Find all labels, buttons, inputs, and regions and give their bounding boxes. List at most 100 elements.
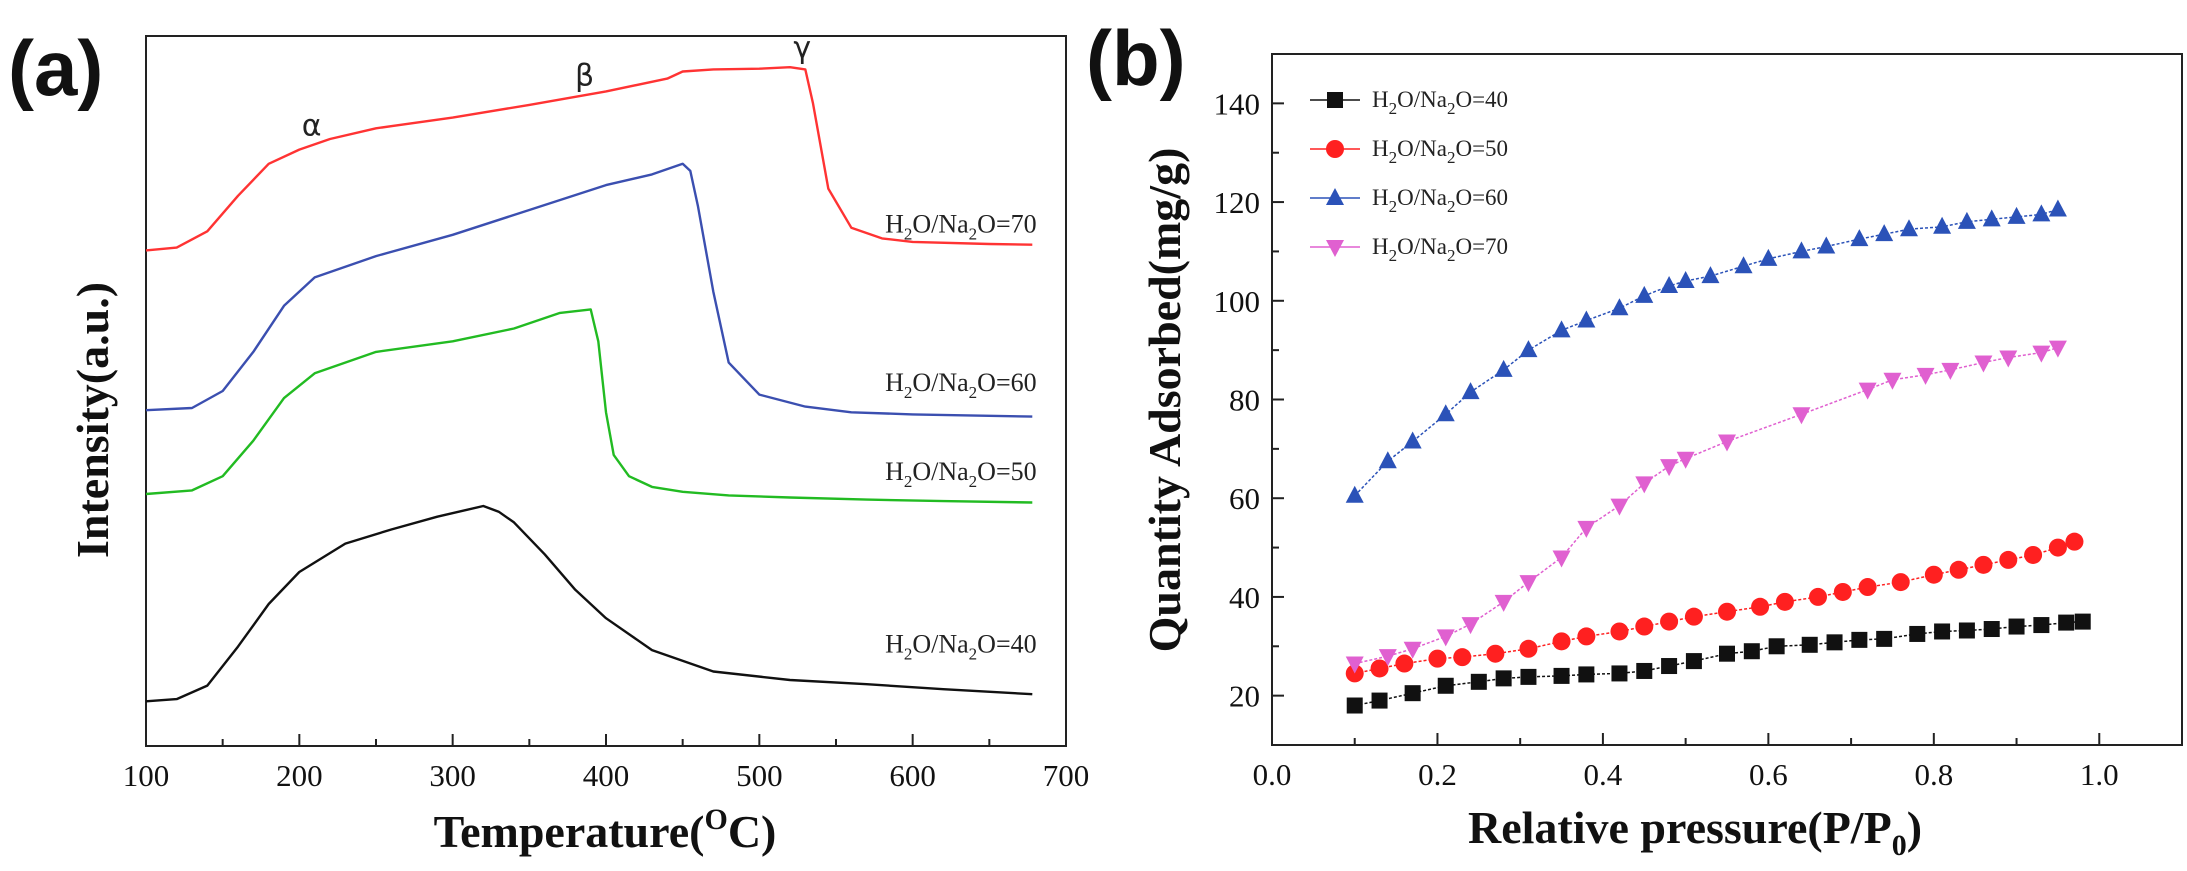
- label-part: H: [1372, 234, 1389, 259]
- label-part: 2: [969, 472, 978, 491]
- data-point: [1676, 271, 1695, 289]
- data-point: [1817, 236, 1836, 254]
- data-point: [1461, 617, 1480, 635]
- panel-b-x-axis-title: Relative pressure(P/P0): [1468, 802, 1922, 862]
- data-point: [1999, 550, 2018, 569]
- series-label-0: H2O/Na2O=70: [885, 210, 1037, 244]
- x-tick-label: 500: [736, 758, 783, 793]
- panel-a-series: [145, 65, 1033, 703]
- series-line-1: [145, 162, 1033, 418]
- data-point: [1660, 275, 1679, 293]
- label-part: H: [1372, 87, 1389, 112]
- label-part: O=60: [1455, 185, 1508, 210]
- series-line-3: [145, 504, 1033, 703]
- label-part: O/Na: [912, 368, 969, 397]
- data-point: [1891, 573, 1910, 592]
- data-point: [1734, 256, 1753, 274]
- data-point: [1345, 656, 1364, 674]
- panel-b: (b) 0.0 0.2 0.4 0.6 0.8 1.020406080100120140 …: [1086, 14, 2183, 862]
- data-point: [1676, 451, 1695, 469]
- region-annotation: β: [575, 59, 594, 94]
- x-tick-label: 0.4: [1584, 757, 1623, 792]
- label-part: 2: [904, 644, 913, 663]
- data-point: [1792, 241, 1811, 259]
- data-point: [1719, 645, 1735, 662]
- y-tick-label: 40: [1229, 580, 1260, 615]
- y-tick-label: 60: [1229, 481, 1260, 516]
- data-point: [2008, 618, 2025, 635]
- series-label-3: H2O/Na2O=40: [885, 629, 1037, 663]
- label-part: 2: [1447, 197, 1456, 216]
- data-point: [1916, 367, 1935, 385]
- data-point: [1436, 629, 1455, 647]
- x-title-sup: O: [704, 803, 727, 836]
- data-point: [1453, 648, 1472, 667]
- data-point: [1957, 211, 1976, 229]
- data-point: [1370, 659, 1389, 678]
- data-point: [1610, 298, 1629, 316]
- label-part: H: [885, 210, 904, 239]
- x-title-tail: C): [728, 806, 777, 857]
- label-part: H: [1372, 136, 1389, 161]
- data-point: [1635, 476, 1654, 494]
- data-point: [1685, 653, 1702, 670]
- label-part: O=50: [1455, 136, 1508, 161]
- data-point: [1495, 670, 1512, 687]
- panel-a-x-axis-title: Temperature(OC): [434, 803, 777, 857]
- data-point: [1792, 407, 1811, 425]
- data-point: [1577, 627, 1596, 646]
- data-point: [1428, 649, 1447, 668]
- series-line-3: [1354, 346, 2059, 665]
- data-point: [1403, 641, 1422, 659]
- data-point: [1759, 248, 1778, 266]
- data-point: [1974, 355, 1993, 373]
- data-point: [1610, 498, 1629, 516]
- panel-b-y-axis-title: Quantity Adsorbed(mg/g): [1139, 148, 1190, 653]
- legend-label-0: H2O/Na2O=40: [1372, 87, 1508, 118]
- data-point: [1611, 665, 1628, 682]
- label-part: H: [885, 457, 904, 486]
- x-tick-label: 600: [889, 758, 936, 793]
- panel-a: (a) 100 200 300 400 500 600 700 H2O/Na2O=70H2O…: [8, 24, 1089, 857]
- label-part: 2: [1447, 148, 1456, 167]
- data-point: [1826, 634, 1843, 651]
- series-1: [1345, 532, 2084, 683]
- data-point: [1403, 431, 1422, 449]
- x-tick-label: 300: [429, 758, 476, 793]
- data-point: [1858, 578, 1877, 597]
- x-title-sub: 0: [1892, 829, 1907, 862]
- label-part: O/Na: [1397, 185, 1447, 210]
- data-point: [1552, 632, 1571, 651]
- data-point: [1635, 285, 1654, 303]
- data-point: [1520, 668, 1537, 685]
- data-point: [1519, 340, 1538, 358]
- data-point: [1833, 582, 1852, 601]
- legend-marker: [1326, 240, 1344, 257]
- data-point: [1875, 224, 1894, 242]
- data-point: [1949, 560, 1968, 579]
- data-point: [1958, 622, 1975, 639]
- label-part: O/Na: [1397, 87, 1447, 112]
- series-0: [1346, 613, 2091, 714]
- panel-a-label: (a): [8, 24, 103, 112]
- data-point: [1519, 575, 1538, 593]
- data-point: [1999, 350, 2018, 368]
- series-2: [1345, 199, 2067, 503]
- series-3: [1345, 340, 2067, 674]
- data-point: [1924, 565, 1943, 584]
- data-point: [1809, 587, 1827, 606]
- data-point: [1470, 673, 1487, 690]
- x-tick-label: 700: [1043, 758, 1090, 793]
- x-tick-label: 400: [583, 758, 630, 793]
- data-point: [1801, 636, 1818, 653]
- data-point: [1461, 382, 1480, 400]
- data-point: [1876, 630, 1893, 647]
- panel-a-y-axis-title: Intensity(a.u.): [67, 282, 118, 558]
- legend-label-3: H2O/Na2O=70: [1372, 234, 1508, 265]
- data-point: [1661, 658, 1678, 675]
- data-point: [1346, 697, 1363, 714]
- label-part: 2: [969, 225, 978, 244]
- data-point: [2048, 340, 2067, 358]
- x-tick-label: 100: [123, 758, 170, 793]
